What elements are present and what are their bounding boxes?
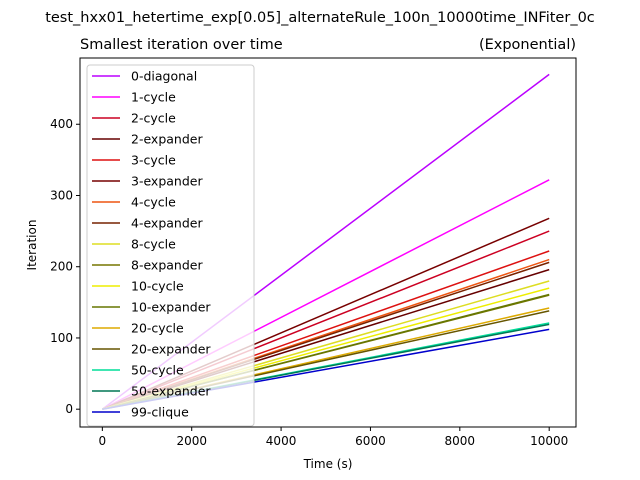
legend-label: 4-expander xyxy=(131,216,203,231)
axes-frame xyxy=(79,57,577,428)
legend-label: 4-cycle xyxy=(131,195,176,210)
x-axis: 0 2000 4000 6000 8000 10000 xyxy=(99,427,568,448)
legend-label: 3-cycle xyxy=(131,153,176,168)
legend-label: 2-expander xyxy=(131,132,203,147)
y-tick-label: 200 xyxy=(50,260,73,274)
legend-label: 8-expander xyxy=(131,258,203,273)
legend-label: 50-cycle xyxy=(131,363,184,378)
legend-label: 2-cycle xyxy=(131,111,176,126)
y-tick-label: 300 xyxy=(50,188,73,202)
x-tick-label: 10000 xyxy=(530,434,568,448)
legend-label: 8-cycle xyxy=(131,237,176,252)
y-tick-label: 100 xyxy=(50,331,73,345)
legend-box xyxy=(86,64,255,427)
chart-title: Smallest iteration over time xyxy=(80,37,283,53)
y-tick-label: 400 xyxy=(50,117,73,131)
legend-label: 50-expander xyxy=(131,384,211,399)
legend-label: 1-cycle xyxy=(131,90,176,105)
x-axis-label: Time (s) xyxy=(303,457,353,471)
legend-label: 0-diagonal xyxy=(131,69,197,84)
legend-label: 10-cycle xyxy=(131,279,184,294)
x-tick-label: 0 xyxy=(99,434,107,448)
legend-label: 10-expander xyxy=(131,300,211,315)
x-tick-label: 2000 xyxy=(176,434,207,448)
y-axis-label: Iteration xyxy=(25,220,39,271)
chart-suptitle: test_hxx01_hetertime_exp[0.05]_alternate… xyxy=(45,10,595,26)
legend-label: 99-clique xyxy=(131,405,189,420)
y-axis: 0 100 200 300 400 xyxy=(50,117,80,416)
legend-label: 3-expander xyxy=(131,174,203,189)
y-tick-label: 0 xyxy=(65,402,73,416)
legend-label: 20-expander xyxy=(131,342,211,357)
legend-label: 20-cycle xyxy=(131,321,184,336)
x-tick-label: 6000 xyxy=(355,434,386,448)
x-tick-label: 8000 xyxy=(445,434,476,448)
x-tick-label: 4000 xyxy=(266,434,297,448)
legend: 0-diagonal 1-cycle 2-cycle 2-expander 3-cycl… xyxy=(86,64,255,427)
chart-title-right: (Exponential) xyxy=(479,37,576,53)
